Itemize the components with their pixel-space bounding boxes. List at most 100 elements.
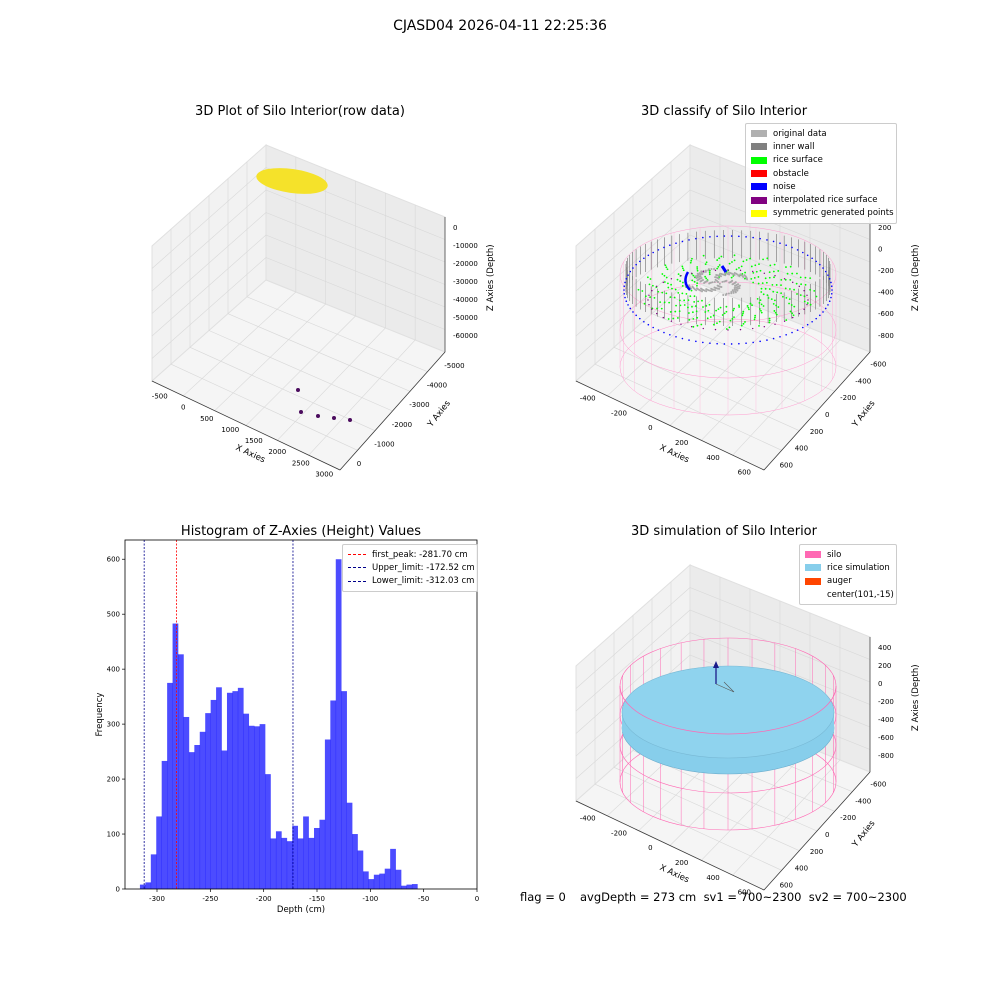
p2-noise-point	[639, 260, 641, 263]
p1-x-tick-label: 3000	[315, 470, 333, 478]
p2-rice-point	[732, 309, 735, 312]
p2-noise-point	[811, 320, 813, 323]
p2-rice-point	[750, 265, 753, 268]
p2-rice-point	[793, 305, 796, 308]
p2-original-point	[699, 289, 702, 292]
p2-rice-point	[669, 311, 672, 313]
p2-rice-point	[718, 257, 721, 260]
p2-rice-point	[753, 318, 756, 321]
p1-grid	[183, 291, 297, 397]
p4-x-tick-label: 400	[706, 874, 719, 882]
p2-noise-point	[669, 244, 671, 247]
p2-original-point	[732, 291, 735, 294]
p2-rice-point	[742, 322, 745, 325]
p2-rice-point	[806, 302, 809, 304]
p2-rice-point	[712, 314, 715, 317]
p1-outlier-point	[296, 388, 300, 392]
legend-label: obstacle	[773, 168, 809, 179]
p2-original-point	[729, 272, 732, 275]
legend-entry: Lower_limit: -312.03 cm	[348, 575, 474, 588]
p2-noise-point	[702, 341, 704, 344]
histogram-bar	[270, 838, 277, 889]
histogram-bar	[357, 850, 364, 889]
p2-original-point	[698, 272, 701, 275]
histogram-bar	[150, 854, 157, 889]
p2-rice-point	[729, 319, 732, 322]
p4-y-label: Y Axies	[850, 818, 878, 850]
p2-grid	[575, 167, 691, 269]
p2-interp-point	[651, 290, 653, 292]
legend-entry: auger	[805, 575, 891, 588]
legend-label: symmetric generated points	[773, 208, 894, 219]
p2-interp-point	[774, 323, 776, 325]
p2-original-point	[719, 272, 722, 275]
legend-label: inner wall	[773, 141, 815, 152]
p2-rice-point	[704, 311, 707, 313]
p2-rice-point	[754, 314, 757, 317]
histogram-bar	[411, 884, 418, 889]
p2-noise-point	[669, 333, 671, 336]
legend-label: silo	[827, 549, 842, 560]
p2-rice-point	[748, 308, 750, 311]
p2-rice-point	[799, 276, 802, 279]
p2-interp-point	[752, 270, 754, 273]
p2-original-point	[696, 272, 699, 275]
p4-grid	[575, 587, 691, 689]
p2-interp-point	[714, 328, 717, 331]
p2-rice-point	[772, 270, 775, 273]
p2-rice-point	[768, 276, 771, 279]
p2-rice-point	[793, 288, 795, 291]
p2-rice-point	[725, 310, 728, 313]
p2-rice-point	[694, 305, 697, 307]
histogram-bar	[226, 692, 233, 889]
p2-rice-point	[663, 274, 666, 277]
p2-rice-point	[773, 310, 776, 312]
p2-rice-point	[656, 307, 658, 310]
p1-x-tick-label: 2000	[268, 448, 286, 456]
p2-noise-point	[772, 337, 775, 340]
p2-rice-point	[691, 257, 693, 260]
legend-entry: rice simulation	[805, 561, 891, 574]
p2-grid	[607, 291, 721, 397]
p2-original-point	[717, 281, 719, 283]
p2-rice-point	[773, 276, 775, 279]
histogram-y-tick-label: 400	[107, 666, 120, 674]
p2-original-point	[730, 292, 733, 295]
legend-entry: symmetric generated points	[751, 207, 894, 220]
histogram-bar	[308, 837, 315, 889]
panel4-legend: silo rice simulation auger center(101,-15)	[799, 544, 897, 606]
p2-noise-point	[791, 331, 793, 334]
p4-x-tick-label: -400	[580, 814, 596, 822]
p2-axes: -400 -200 0 200 400 600 600 400 200 0 -200 -400 -600…	[575, 143, 921, 477]
p2-rice-point	[666, 268, 669, 271]
p2-rice-point	[747, 306, 750, 309]
p4-y-tick-label: 400	[795, 865, 808, 873]
p2-noise-point	[779, 242, 781, 245]
p2-noise-point	[629, 270, 632, 273]
p2-rice-point	[660, 307, 663, 310]
p2-original-point	[725, 272, 728, 275]
p2-rice-point	[742, 260, 745, 263]
p2-rice-point	[789, 265, 792, 268]
histogram-bar	[183, 716, 190, 889]
p4-y-tick-label: -600	[870, 780, 886, 788]
p2-rice-point	[696, 266, 699, 268]
p2-interp-point	[806, 303, 808, 306]
p2-original-point	[709, 289, 712, 292]
p2-rice-point	[687, 299, 690, 302]
p2-rice-point	[712, 323, 715, 326]
p2-noise-point	[695, 340, 697, 343]
p4-x-tick-label: -200	[611, 829, 627, 837]
p2-rice-point	[789, 310, 792, 313]
p2-z-tick-label: 0	[878, 245, 882, 253]
p2-rice-point	[758, 324, 760, 327]
p2-rice-point	[777, 306, 780, 308]
p2-rice-point	[757, 282, 760, 285]
histogram-legend: first_peak: -281.70 cm Upper_limit: -172.…	[342, 544, 478, 592]
p2-rice-point	[682, 281, 684, 284]
p2-rice-point	[681, 292, 684, 295]
p2-noise-point	[635, 263, 637, 266]
p1-axes: -5000500100015002000250030000-1000-2000-…	[151, 143, 496, 478]
p2-noise-point	[819, 263, 821, 266]
